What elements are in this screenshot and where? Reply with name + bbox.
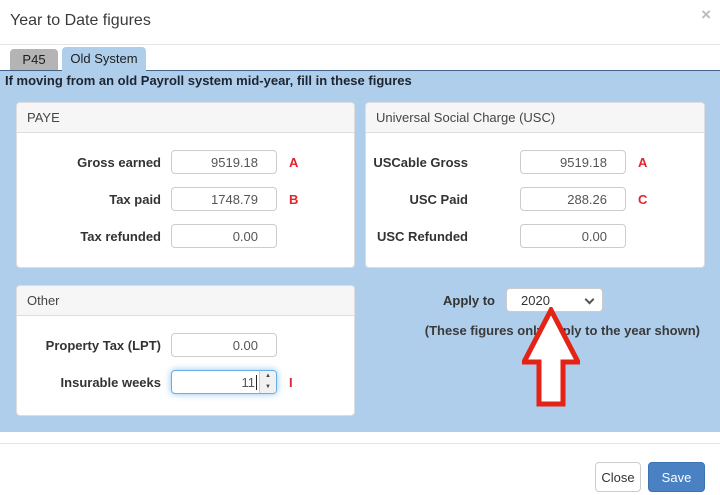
dialog-body: If moving from an old Payroll system mid… <box>0 70 720 432</box>
insurable-weeks-row: Insurable weeks 11 ▲ ▼ I <box>17 370 354 394</box>
gross-earned-input[interactable] <box>171 150 277 174</box>
tax-paid-input[interactable] <box>171 187 277 211</box>
close-button[interactable]: Close <box>595 462 641 492</box>
usc-panel: Universal Social Charge (USC) USCable Gr… <box>365 102 705 268</box>
uscable-gross-input[interactable] <box>520 150 626 174</box>
usc-panel-body: USCable Gross A USC Paid C USC Refunded <box>366 133 704 248</box>
paye-panel-body: Gross earned A Tax paid B Tax refunded <box>17 133 354 248</box>
marker-c: C <box>638 191 648 207</box>
paye-panel: PAYE Gross earned A Tax paid B Tax refun… <box>16 102 355 268</box>
tax-refunded-row: Tax refunded <box>17 224 354 248</box>
other-panel-title: Other <box>17 286 354 316</box>
spin-down-icon[interactable]: ▼ <box>265 384 271 390</box>
marker-b: B <box>289 191 299 207</box>
tax-refunded-label: Tax refunded <box>80 228 161 244</box>
tab-bar: P45 Old System <box>0 45 720 71</box>
number-spinner[interactable]: ▲ ▼ <box>259 371 276 393</box>
tab-old-system[interactable]: Old System <box>62 47 146 71</box>
gross-earned-label: Gross earned <box>77 154 161 170</box>
usc-refunded-input[interactable] <box>520 224 626 248</box>
property-tax-label: Property Tax (LPT) <box>45 337 161 353</box>
usc-paid-label: USC Paid <box>409 191 468 207</box>
uscable-gross-label: USCable Gross <box>373 154 468 170</box>
usc-paid-input[interactable] <box>520 187 626 211</box>
tax-paid-label: Tax paid <box>109 191 161 207</box>
apply-year-selected-value: 2020 <box>521 293 550 308</box>
marker-a: A <box>289 154 299 170</box>
save-button[interactable]: Save <box>648 462 705 492</box>
usc-paid-row: USC Paid C <box>366 187 704 211</box>
apply-to-label: Apply to <box>443 293 495 308</box>
paye-panel-title: PAYE <box>17 103 354 133</box>
tax-paid-row: Tax paid B <box>17 187 354 211</box>
insurable-weeks-input[interactable]: 11 ▲ ▼ <box>171 370 277 394</box>
marker-a: A <box>638 154 648 170</box>
tab-p45[interactable]: P45 <box>10 49 58 70</box>
apply-year-select[interactable]: 2020 <box>506 288 603 312</box>
usc-refunded-row: USC Refunded <box>366 224 704 248</box>
tax-refunded-input[interactable] <box>171 224 277 248</box>
info-banner: If moving from an old Payroll system mid… <box>5 73 412 88</box>
insurable-weeks-label: Insurable weeks <box>60 374 161 390</box>
red-up-arrow-annotation <box>522 307 580 407</box>
close-icon[interactable]: × <box>701 5 711 24</box>
other-panel-body: Property Tax (LPT) Insurable weeks 11 ▲ … <box>17 316 354 394</box>
usc-refunded-label: USC Refunded <box>377 228 468 244</box>
property-tax-row: Property Tax (LPT) <box>17 333 354 357</box>
marker-i: I <box>289 374 293 390</box>
dialog-footer: Close Save <box>0 443 720 495</box>
text-cursor <box>256 374 257 390</box>
spin-up-icon[interactable]: ▲ <box>265 373 271 379</box>
other-panel: Other Property Tax (LPT) Insurable weeks… <box>16 285 355 416</box>
insurable-weeks-value: 11 <box>241 374 256 390</box>
property-tax-input[interactable] <box>171 333 277 357</box>
usc-panel-title: Universal Social Charge (USC) <box>366 103 704 133</box>
chevron-down-icon <box>584 294 595 305</box>
dialog-header: Year to Date figures × <box>0 0 720 45</box>
uscable-gross-row: USCable Gross A <box>366 150 704 174</box>
page-title: Year to Date figures <box>10 12 151 29</box>
gross-earned-row: Gross earned A <box>17 150 354 174</box>
